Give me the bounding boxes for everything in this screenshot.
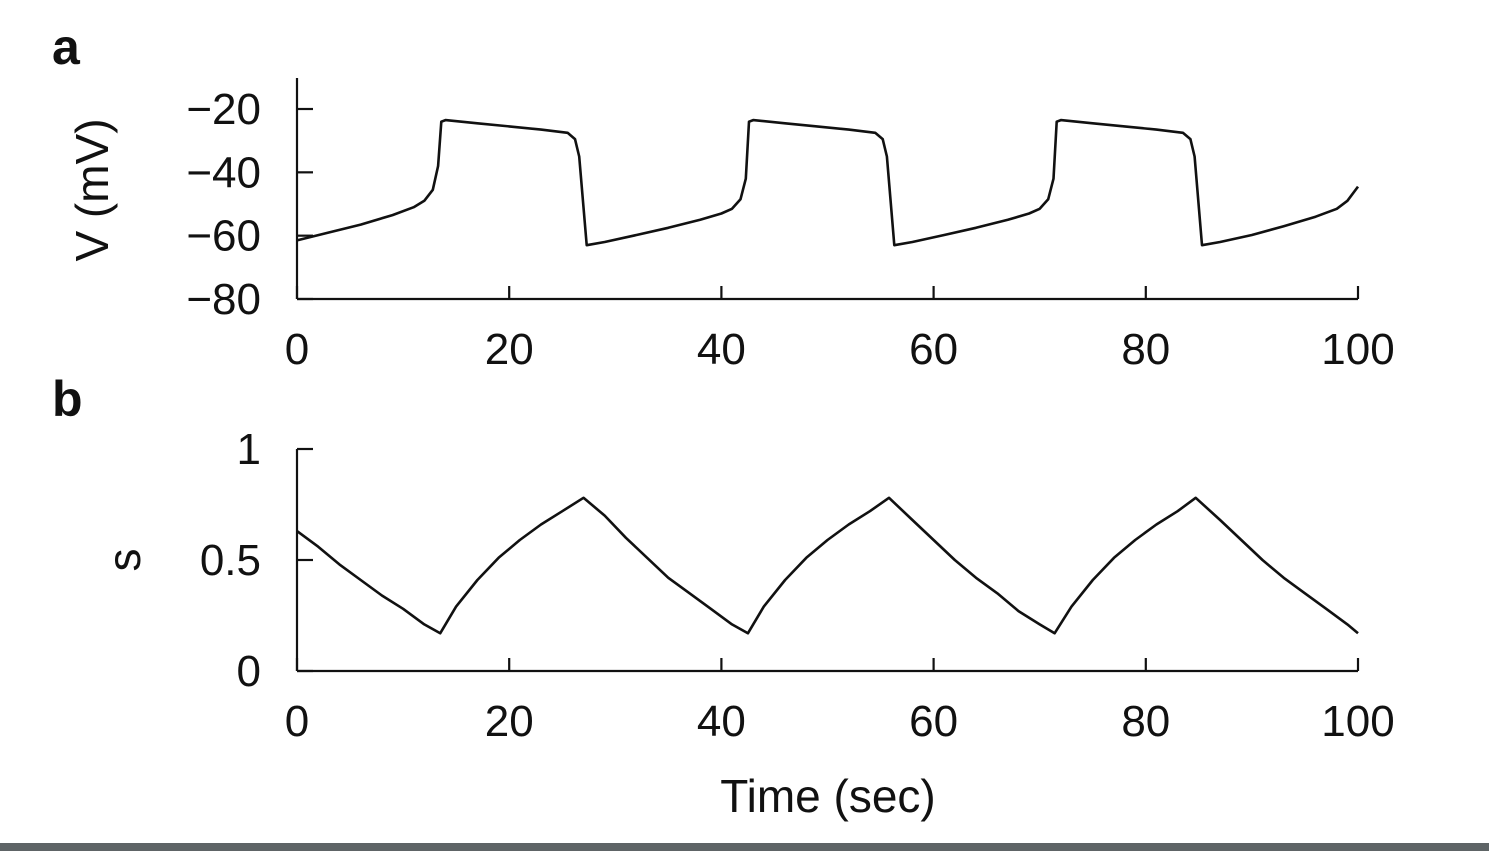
x-tick-label: 60 [909,697,958,746]
voltage-trace [296,118,1360,247]
y-tick-label: 0 [237,647,261,696]
x-tick-label: 60 [909,325,958,374]
x-tick-label: 40 [697,325,746,374]
y-tick-label: −80 [186,275,261,324]
panel-b-s-chart: b 0 20 40 60 80 100 0 0.5 1 s Time (sec) [52,371,1395,822]
panel-label-b: b [52,371,83,427]
x-tick-label: 100 [1321,325,1394,374]
panel-label-a: a [52,19,81,75]
x-tick-label: 80 [1121,325,1170,374]
x-tick-label: 0 [285,697,309,746]
x-tick-label: 100 [1321,697,1394,746]
panel-a-voltage-chart: a 0 20 40 60 80 100 −80 −60 −40 −20 V (mV) [52,19,1395,374]
x-tick-label: 80 [1121,697,1170,746]
y-tick-label: −20 [186,85,261,134]
y-tick-label: 0.5 [200,536,261,585]
x-tick-label: 20 [485,325,534,374]
y-tick-label: −40 [186,148,261,197]
x-tick-label: 40 [697,697,746,746]
x-tick-label: 20 [485,697,534,746]
x-axis-label: Time (sec) [720,770,936,822]
s-trace [296,496,1359,635]
bottom-rule [0,843,1489,851]
y-tick-label: 1 [237,425,261,474]
x-tick-label: 0 [285,325,309,374]
y-tick-label: −60 [186,212,261,261]
y-axis-label: s [98,549,150,572]
y-axis-label: V (mV) [66,118,118,261]
